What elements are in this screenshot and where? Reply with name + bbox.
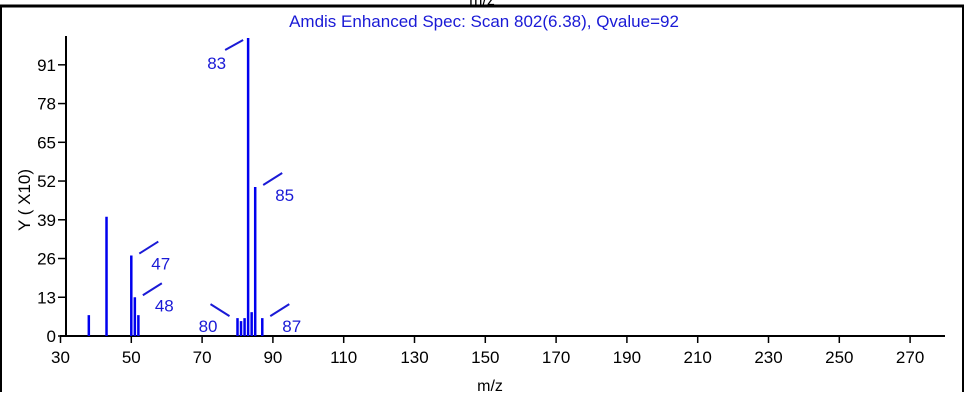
x-tick-label: 50 bbox=[122, 348, 141, 367]
x-tick-label: 110 bbox=[330, 348, 357, 367]
x-tick-label: 190 bbox=[613, 348, 641, 367]
y-tick-label: 65 bbox=[37, 133, 56, 152]
peak-label: 87 bbox=[282, 317, 301, 336]
peak-label-leader bbox=[138, 240, 159, 255]
x-tick-label: 130 bbox=[400, 348, 428, 367]
peak-label-leader bbox=[269, 303, 290, 317]
peak-label: 48 bbox=[155, 296, 174, 315]
top-axis-label: m/z bbox=[469, 0, 495, 9]
x-tick-label: 90 bbox=[263, 348, 282, 367]
y-tick-label: 52 bbox=[37, 172, 56, 191]
y-tick-label: 78 bbox=[37, 95, 56, 114]
y-tick-label: 39 bbox=[37, 211, 56, 230]
x-tick-label: 210 bbox=[684, 348, 712, 367]
x-tick-label: 250 bbox=[825, 348, 853, 367]
peak-label-leader bbox=[262, 172, 283, 186]
chart-title: Amdis Enhanced Spec: Scan 802(6.38), Qva… bbox=[289, 12, 679, 31]
y-tick-label: 26 bbox=[37, 250, 56, 269]
x-axis-label: m/z bbox=[477, 378, 503, 392]
peak-label: 80 bbox=[199, 317, 218, 336]
peak-label-leader bbox=[209, 303, 231, 317]
peak-label: 83 bbox=[207, 54, 226, 73]
peak-label-leader bbox=[142, 282, 163, 297]
x-tick-label: 150 bbox=[471, 348, 499, 367]
y-axis-label: Y ( X10) bbox=[15, 169, 34, 231]
y-tick-label: 0 bbox=[47, 327, 56, 346]
y-tick-label: 91 bbox=[37, 56, 56, 75]
peak-label-leader bbox=[224, 39, 244, 51]
x-tick-label: 230 bbox=[754, 348, 782, 367]
y-tick-label: 13 bbox=[37, 288, 56, 307]
x-tick-label: 270 bbox=[896, 348, 924, 367]
x-tick-label: 170 bbox=[542, 348, 570, 367]
peak-label: 85 bbox=[275, 186, 294, 205]
x-tick-label: 30 bbox=[51, 348, 70, 367]
peak-label: 47 bbox=[151, 255, 170, 274]
x-tick-label: 70 bbox=[193, 348, 212, 367]
